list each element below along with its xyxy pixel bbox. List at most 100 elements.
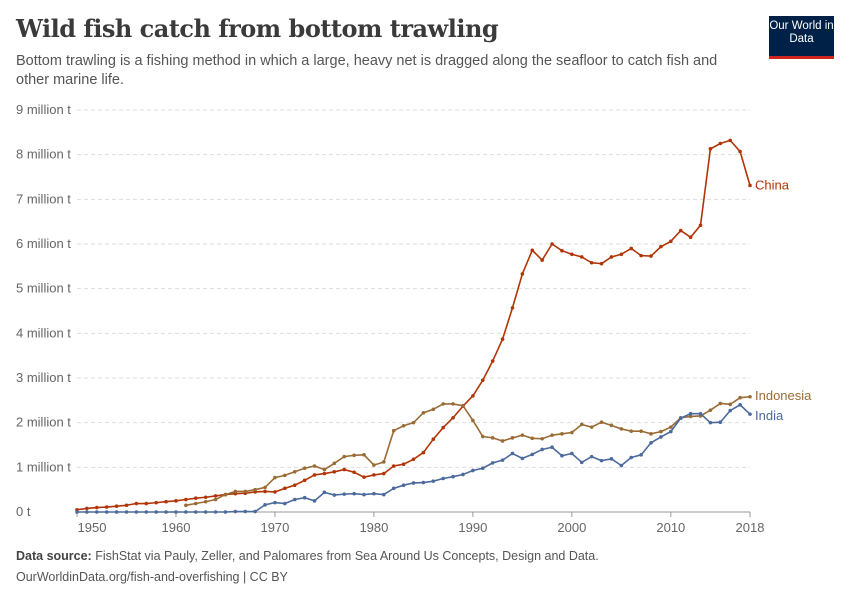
data-point bbox=[718, 141, 723, 146]
data-point bbox=[728, 408, 733, 413]
y-tick-label: 2 million t bbox=[16, 415, 71, 430]
data-point bbox=[283, 501, 287, 506]
data-point bbox=[540, 447, 544, 452]
data-point bbox=[570, 451, 574, 456]
data-point bbox=[708, 420, 713, 425]
x-tick-label: 2018 bbox=[736, 520, 765, 535]
data-point bbox=[193, 496, 198, 500]
data-point bbox=[75, 510, 79, 514]
source-label: Data source: bbox=[16, 549, 92, 563]
data-point bbox=[629, 455, 634, 460]
data-point bbox=[659, 244, 663, 249]
data-point bbox=[134, 501, 139, 506]
source-text[interactable]: FishStat via Pauly, Zeller, and Palomare… bbox=[95, 549, 599, 563]
x-tick-label: 2010 bbox=[656, 520, 685, 535]
data-point bbox=[94, 505, 99, 510]
data-point bbox=[550, 433, 554, 437]
data-point bbox=[94, 510, 99, 514]
data-point bbox=[411, 481, 416, 485]
x-tick-label: 1970 bbox=[260, 520, 289, 535]
data-point bbox=[174, 499, 178, 503]
owid-logo[interactable]: Our World in Data bbox=[769, 16, 834, 59]
data-point bbox=[698, 223, 703, 228]
data-point bbox=[659, 429, 663, 434]
data-point bbox=[203, 495, 208, 500]
data-point bbox=[283, 486, 287, 491]
data-point bbox=[193, 501, 198, 506]
data-point bbox=[431, 407, 436, 412]
data-point bbox=[302, 478, 307, 483]
data-point bbox=[669, 239, 673, 244]
data-point bbox=[688, 411, 693, 416]
data-point bbox=[213, 497, 218, 502]
data-point bbox=[332, 461, 337, 466]
data-point bbox=[144, 510, 149, 514]
data-point bbox=[411, 420, 416, 425]
data-point bbox=[144, 501, 149, 506]
data-point bbox=[411, 457, 416, 462]
data-point bbox=[312, 464, 317, 468]
data-point bbox=[649, 432, 653, 436]
y-tick-label: 7 million t bbox=[16, 191, 71, 206]
data-point bbox=[431, 479, 436, 483]
data-point bbox=[639, 453, 643, 457]
data-point bbox=[203, 510, 208, 514]
series-label-indonesia: Indonesia bbox=[755, 388, 812, 403]
data-point bbox=[609, 255, 614, 259]
data-source: Data source: FishStat via Pauly, Zeller,… bbox=[16, 549, 599, 563]
data-point bbox=[243, 489, 248, 494]
data-point bbox=[560, 248, 564, 253]
data-point bbox=[223, 510, 228, 514]
data-point bbox=[688, 235, 693, 240]
data-point bbox=[263, 489, 267, 494]
data-point bbox=[342, 492, 347, 496]
data-point bbox=[480, 434, 485, 439]
data-point bbox=[471, 418, 475, 423]
data-point bbox=[352, 453, 356, 458]
x-tick-label: 2000 bbox=[557, 520, 586, 535]
series-label-india: India bbox=[755, 408, 784, 423]
data-point bbox=[500, 337, 505, 341]
x-tick-label: 1950 bbox=[78, 520, 107, 535]
data-point bbox=[471, 394, 475, 398]
data-point bbox=[273, 475, 277, 480]
data-point bbox=[372, 491, 376, 496]
data-point bbox=[589, 260, 594, 265]
data-point bbox=[184, 497, 188, 502]
source-url[interactable]: OurWorldinData.org/fish-and-overfishing … bbox=[16, 570, 288, 584]
data-point bbox=[530, 436, 535, 441]
data-point bbox=[382, 492, 386, 497]
data-point bbox=[550, 242, 554, 246]
data-point bbox=[193, 510, 198, 514]
data-point bbox=[589, 454, 594, 459]
chart-subtitle: Bottom trawling is a fishing method in w… bbox=[16, 53, 718, 88]
y-tick-label: 3 million t bbox=[16, 370, 71, 385]
data-point bbox=[520, 433, 525, 437]
data-point bbox=[184, 503, 188, 508]
y-tick-label: 6 million t bbox=[16, 236, 71, 251]
data-point bbox=[451, 415, 455, 420]
y-tick-label: 9 million t bbox=[16, 102, 71, 117]
data-point bbox=[203, 499, 208, 504]
data-point bbox=[292, 470, 297, 474]
data-point bbox=[540, 436, 544, 441]
data-point bbox=[520, 456, 525, 461]
data-point bbox=[154, 510, 158, 514]
data-point bbox=[332, 493, 337, 497]
data-point bbox=[669, 425, 673, 429]
data-point bbox=[124, 503, 129, 508]
data-point bbox=[738, 149, 742, 154]
data-point bbox=[322, 490, 327, 495]
data-point bbox=[342, 467, 347, 472]
data-point bbox=[352, 470, 356, 475]
data-point bbox=[441, 425, 445, 430]
data-point bbox=[85, 506, 89, 511]
data-point bbox=[619, 427, 624, 431]
data-point bbox=[134, 510, 139, 514]
data-point bbox=[629, 429, 634, 433]
data-point bbox=[609, 457, 614, 461]
data-point bbox=[342, 454, 347, 459]
data-point bbox=[253, 487, 257, 492]
data-point bbox=[678, 416, 683, 421]
